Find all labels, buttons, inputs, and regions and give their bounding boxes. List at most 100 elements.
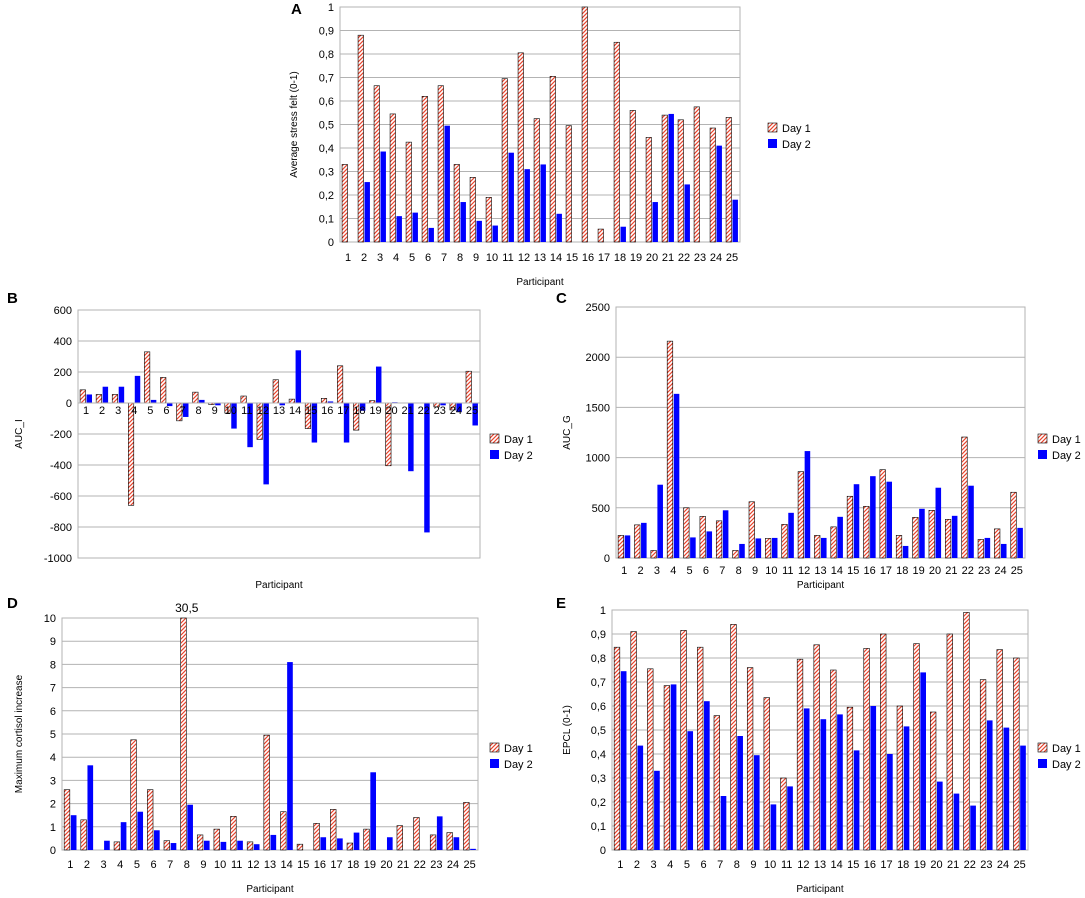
x-tick-label: 12 bbox=[247, 859, 259, 871]
x-tick-label: 24 bbox=[710, 252, 722, 264]
bar-day1-16 bbox=[581, 6, 588, 243]
bar-day2-18 bbox=[359, 403, 366, 411]
x-tick-label: 10 bbox=[225, 405, 237, 417]
bar-day1-2 bbox=[634, 524, 641, 559]
bar-day2-19 bbox=[919, 508, 925, 558]
bar-day1-11 bbox=[501, 78, 508, 243]
x-tick-label: 7 bbox=[179, 405, 185, 417]
x-tick-label: 14 bbox=[550, 252, 562, 264]
x-tick-label: 21 bbox=[662, 252, 674, 264]
bar-day2-14 bbox=[837, 516, 843, 558]
y-tick-label: 4 bbox=[50, 752, 56, 764]
x-tick-label: 1 bbox=[621, 565, 627, 577]
x-tick-label: 18 bbox=[353, 405, 365, 417]
bar-day1-21 bbox=[946, 633, 953, 851]
y-tick-label: 0,7 bbox=[319, 73, 334, 85]
bar-day2-4 bbox=[673, 393, 680, 558]
bar-day1-11 bbox=[230, 816, 237, 851]
plot-frame bbox=[611, 609, 1029, 851]
bar-day2-16 bbox=[870, 476, 876, 558]
bar-day1-6 bbox=[160, 377, 167, 404]
x-tick-label: 23 bbox=[980, 859, 992, 871]
x-tick-label: 8 bbox=[196, 405, 202, 417]
x-tick-label: 18 bbox=[897, 859, 909, 871]
legend-swatch-day2 bbox=[1038, 450, 1047, 459]
x-tick-label: 9 bbox=[752, 565, 758, 577]
bar-day2-8 bbox=[737, 736, 743, 850]
bar-day2-9 bbox=[755, 538, 762, 558]
bar-day1-23 bbox=[977, 539, 984, 559]
y-axis-title: AUC_I bbox=[14, 419, 25, 448]
bar-day2-13 bbox=[820, 719, 827, 850]
bar-day2-3 bbox=[654, 770, 660, 850]
bar-day1-10 bbox=[763, 697, 770, 851]
y-axis-title: EPCL (0-1) bbox=[562, 705, 573, 755]
bar-day1-25 bbox=[725, 117, 732, 243]
bar-day1-22 bbox=[413, 817, 420, 851]
bar-day1-5 bbox=[405, 141, 412, 243]
bar-day2-10 bbox=[492, 225, 498, 242]
x-tick-label: 17 bbox=[880, 565, 892, 577]
x-tick-label: 8 bbox=[184, 859, 190, 871]
bar-day1-13 bbox=[813, 644, 820, 851]
bar-day2-13 bbox=[540, 164, 546, 242]
bar-day2-6 bbox=[706, 531, 713, 558]
bar-day1-14 bbox=[288, 398, 295, 404]
panel-letter: A bbox=[291, 1, 302, 18]
bar-day1-1 bbox=[63, 789, 71, 851]
x-tick-label: 1 bbox=[67, 859, 73, 871]
bar-day1-12 bbox=[797, 471, 804, 559]
y-tick-label: 0,4 bbox=[591, 749, 606, 761]
bar-day2-2 bbox=[364, 182, 370, 242]
panel-letter: C bbox=[556, 290, 567, 307]
x-tick-label: 5 bbox=[687, 565, 693, 577]
y-tick-label: 1000 bbox=[586, 453, 610, 465]
x-tick-label: 22 bbox=[418, 405, 430, 417]
x-tick-label: 12 bbox=[257, 405, 269, 417]
x-tick-label: 25 bbox=[466, 405, 478, 417]
x-tick-label: 4 bbox=[131, 405, 137, 417]
x-tick-label: 5 bbox=[409, 252, 415, 264]
bar-day1-9 bbox=[469, 177, 476, 243]
x-tick-label: 12 bbox=[797, 859, 809, 871]
bar-day2-10 bbox=[770, 804, 777, 850]
x-tick-label: 23 bbox=[430, 859, 442, 871]
x-tick-label: 13 bbox=[814, 565, 826, 577]
bar-day2-4 bbox=[120, 822, 127, 850]
x-tick-label: 18 bbox=[347, 859, 359, 871]
x-tick-label: 16 bbox=[864, 859, 876, 871]
bar-day1-25 bbox=[1013, 657, 1020, 851]
bar-day2-24 bbox=[1003, 727, 1010, 850]
x-tick-label: 2 bbox=[637, 565, 643, 577]
bar-day1-16 bbox=[863, 505, 870, 559]
panel-letter: B bbox=[7, 290, 18, 307]
bar-day2-3 bbox=[380, 151, 386, 242]
bar-day1-15 bbox=[846, 495, 854, 559]
x-tick-label: 5 bbox=[134, 859, 140, 871]
legend-swatch-day1 bbox=[489, 433, 500, 444]
x-tick-label: 11 bbox=[781, 859, 792, 871]
bar-day1-6 bbox=[699, 516, 706, 559]
x-tick-label: 21 bbox=[947, 859, 959, 871]
bar-day2-4 bbox=[670, 684, 677, 850]
bar-day2-21 bbox=[953, 793, 960, 850]
bar-day2-16 bbox=[320, 837, 327, 850]
bar-day1-19 bbox=[363, 828, 370, 851]
bar-day2-2 bbox=[641, 522, 647, 558]
panel-a-stress-chart: 00,10,20,30,40,50,60,70,80,911 2 3 4 5 6 7 8 9 10… bbox=[289, 1, 811, 288]
legend-label-day2: Day 2 bbox=[1052, 450, 1081, 462]
bar-day1-24 bbox=[994, 528, 1001, 559]
bar-day1-6 bbox=[697, 646, 704, 851]
bar-day1-8 bbox=[192, 391, 199, 404]
plot-frame bbox=[77, 309, 481, 559]
bar-day2-11 bbox=[247, 403, 253, 448]
x-tick-label: 20 bbox=[646, 252, 658, 264]
bar-day2-12 bbox=[524, 169, 530, 242]
bar-day1-19 bbox=[912, 517, 919, 559]
y-tick-label: 0,8 bbox=[319, 49, 334, 61]
x-tick-label: 23 bbox=[978, 565, 990, 577]
bar-day1-3 bbox=[373, 85, 380, 243]
y-tick-label: 0,8 bbox=[591, 653, 606, 665]
legend-swatch-day2 bbox=[490, 759, 499, 768]
x-tick-label: 4 bbox=[670, 565, 676, 577]
